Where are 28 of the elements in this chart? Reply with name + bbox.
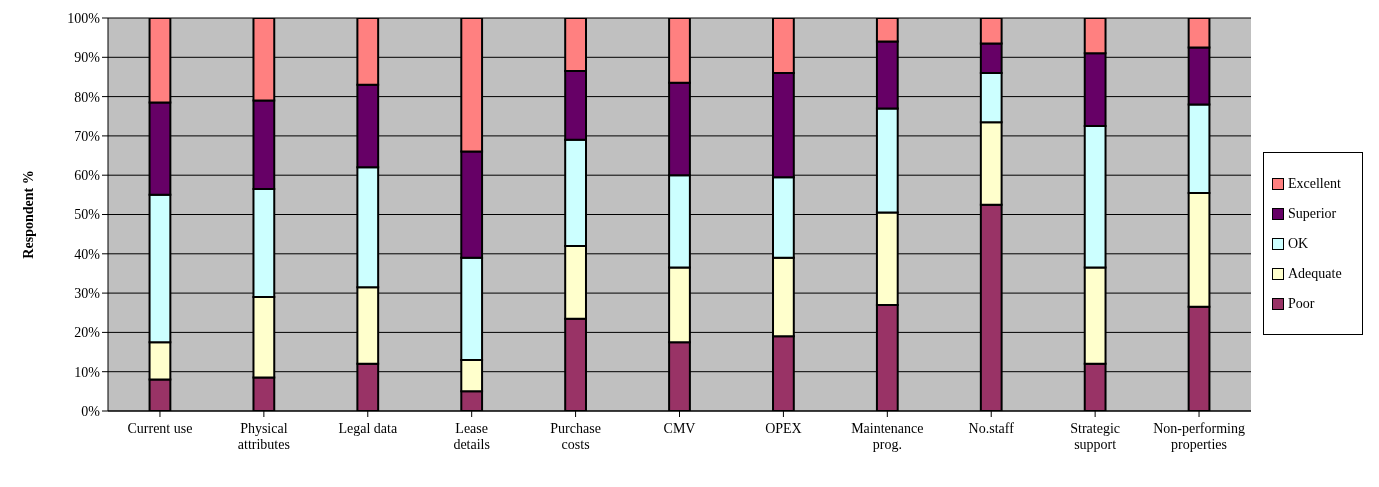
y-tick-label: 70% bbox=[74, 128, 101, 144]
y-tick-label: 90% bbox=[74, 50, 101, 66]
legend-label: Excellent bbox=[1288, 175, 1341, 192]
x-tick-label: Legal data bbox=[338, 421, 398, 436]
y-tick-label: 10% bbox=[74, 364, 101, 380]
x-tick-label: Lease details bbox=[453, 421, 490, 452]
x-tick-label: Current use bbox=[127, 421, 193, 436]
x-tick-label: No.staff bbox=[968, 421, 1015, 436]
y-tick-label: 80% bbox=[74, 89, 101, 105]
x-tick-label: Non-performing properties bbox=[1153, 421, 1245, 452]
x-tick-label: Purchase costs bbox=[550, 421, 601, 452]
y-tick-label: 30% bbox=[74, 286, 101, 302]
y-tick-label: 0% bbox=[81, 403, 101, 419]
x-tick-label: OPEX bbox=[765, 421, 802, 436]
y-tick-label: 100% bbox=[67, 10, 101, 26]
y-tick-label: 60% bbox=[74, 168, 101, 184]
y-tick-label: 50% bbox=[74, 207, 101, 223]
legend-label: Adequate bbox=[1288, 265, 1342, 282]
legend-label: Superior bbox=[1288, 205, 1337, 222]
x-tick-label: Maintenance prog. bbox=[851, 421, 924, 452]
x-tick-label: Physical attributes bbox=[237, 421, 290, 452]
y-tick-label: 20% bbox=[74, 325, 101, 341]
x-tick-label: Strategic support bbox=[1070, 421, 1121, 452]
x-tick-label: CMV bbox=[663, 421, 696, 436]
y-tick-label: 40% bbox=[74, 246, 101, 262]
legend-label: OK bbox=[1288, 235, 1309, 252]
legend-label: Poor bbox=[1288, 295, 1315, 312]
y-axis-title: Respondent % bbox=[20, 170, 36, 259]
